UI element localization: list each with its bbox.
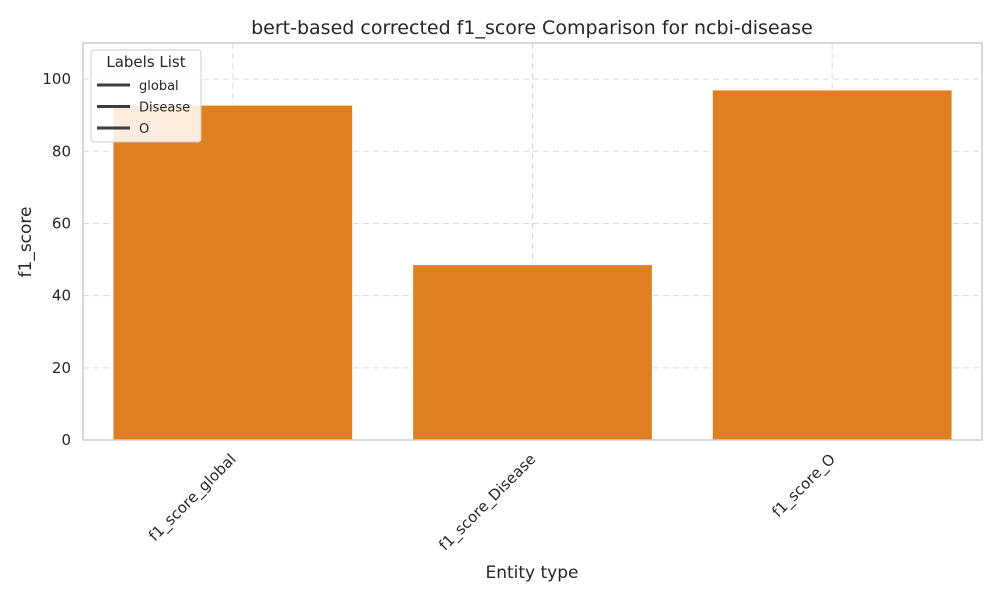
y-tick-label: 60 bbox=[52, 214, 71, 232]
chart-title: bert-based corrected f1_score Comparison… bbox=[251, 17, 813, 39]
bar-f1_score_O bbox=[711, 89, 953, 441]
x-tick-label: f1_score_O bbox=[768, 450, 839, 521]
legend-title: Labels List bbox=[106, 53, 185, 71]
x-axis-label: Entity type bbox=[485, 563, 578, 583]
y-tick-label: 100 bbox=[42, 70, 71, 88]
y-tick-label: 40 bbox=[52, 287, 71, 305]
plot-frame bbox=[82, 42, 983, 441]
y-axis-ticks: 0 20 40 60 80 100 bbox=[42, 70, 71, 449]
x-tick-label: f1_score_global bbox=[145, 450, 240, 545]
y-tick-label: 80 bbox=[52, 142, 71, 160]
y-axis-label: f1_score bbox=[16, 207, 36, 278]
x-axis-ticks: f1_score_global f1_score_Disease f1_score_… bbox=[145, 450, 840, 555]
legend-entry: global bbox=[139, 79, 179, 94]
legend-entry: O bbox=[139, 122, 149, 137]
legend-entry: Disease bbox=[139, 101, 190, 116]
legend-box bbox=[90, 49, 202, 143]
x-tick-label: f1_score_Disease bbox=[435, 450, 540, 555]
legend: Labels List global Disease O bbox=[90, 49, 202, 143]
bars bbox=[112, 89, 953, 441]
y-tick-label: 20 bbox=[52, 359, 71, 377]
y-tick-label: 0 bbox=[61, 431, 71, 449]
bar-f1_score_global bbox=[112, 104, 354, 441]
bar-f1_score_Disease bbox=[412, 264, 653, 441]
